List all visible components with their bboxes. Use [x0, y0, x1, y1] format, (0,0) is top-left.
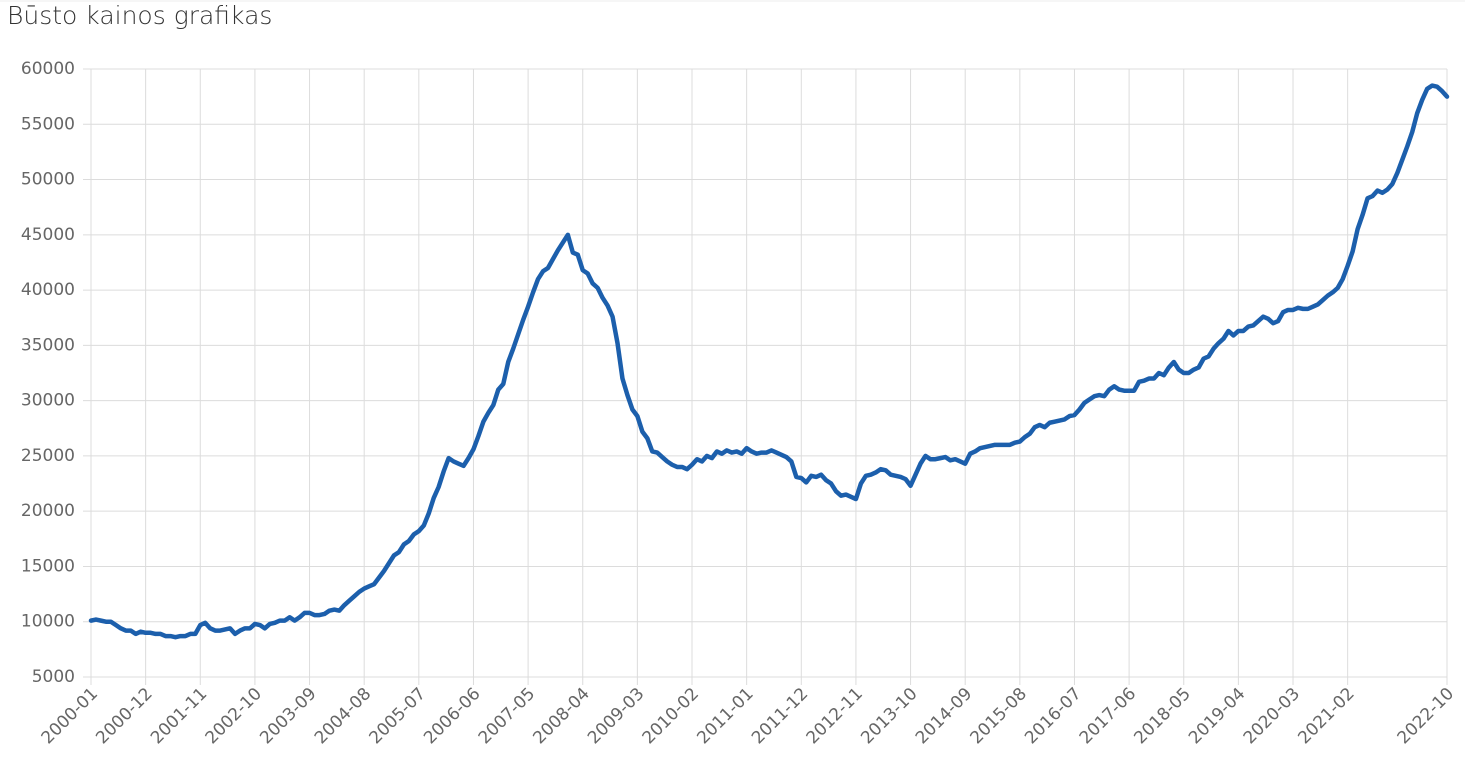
- x-tick-label: 2000-12: [92, 684, 156, 748]
- y-tick-label: 55000: [21, 114, 75, 134]
- x-tick-label: 2015-08: [967, 684, 1031, 748]
- x-tick-label: 2011-12: [748, 684, 812, 748]
- y-tick-label: 60000: [21, 59, 75, 79]
- x-tick-label: 2003-09: [256, 684, 320, 748]
- x-tick-label: 2019-04: [1185, 684, 1249, 748]
- y-tick-label: 50000: [21, 170, 75, 190]
- y-tick-label: 5000: [32, 667, 75, 687]
- x-tick-label: 2012-11: [803, 684, 867, 748]
- x-tick-label: 2007-05: [475, 684, 539, 748]
- y-tick-label: 10000: [21, 612, 75, 632]
- x-tick-label: 2011-01: [693, 684, 757, 748]
- x-tick-label: 2013-10: [857, 684, 921, 748]
- x-tick-label: 2002-10: [202, 684, 266, 748]
- x-tick-label: 2010-02: [639, 684, 703, 748]
- x-tick-label: 2017-06: [1076, 684, 1140, 748]
- x-tick-label: 2000-01: [38, 684, 102, 748]
- y-tick-label: 20000: [21, 501, 75, 521]
- x-tick-label: 2001-11: [147, 684, 211, 748]
- x-tick-label: 2020-03: [1240, 684, 1304, 748]
- x-tick-label: 2022-10: [1394, 684, 1458, 748]
- y-tick-label: 25000: [21, 446, 75, 466]
- chart-title: Būsto kainos grafikas: [7, 1, 272, 30]
- y-tick-label: 40000: [21, 280, 75, 300]
- x-tick-label: 2005-07: [366, 684, 430, 748]
- x-tick-label: 2004-08: [311, 684, 375, 748]
- x-tick-label: 2014-09: [912, 684, 976, 748]
- x-tick-label: 2018-05: [1130, 684, 1194, 748]
- y-tick-label: 35000: [21, 335, 75, 355]
- y-tick-label: 45000: [21, 225, 75, 245]
- y-tick-label: 15000: [21, 556, 75, 576]
- price-line: [88, 83, 1450, 640]
- x-tick-label: 2006-06: [420, 684, 484, 748]
- x-tick-label: 2008-04: [529, 684, 593, 748]
- y-tick-label: 30000: [21, 391, 75, 411]
- x-tick-label: 2016-07: [1021, 684, 1085, 748]
- x-tick-label: 2021-02: [1294, 684, 1358, 748]
- x-tick-label: 2009-03: [584, 684, 648, 748]
